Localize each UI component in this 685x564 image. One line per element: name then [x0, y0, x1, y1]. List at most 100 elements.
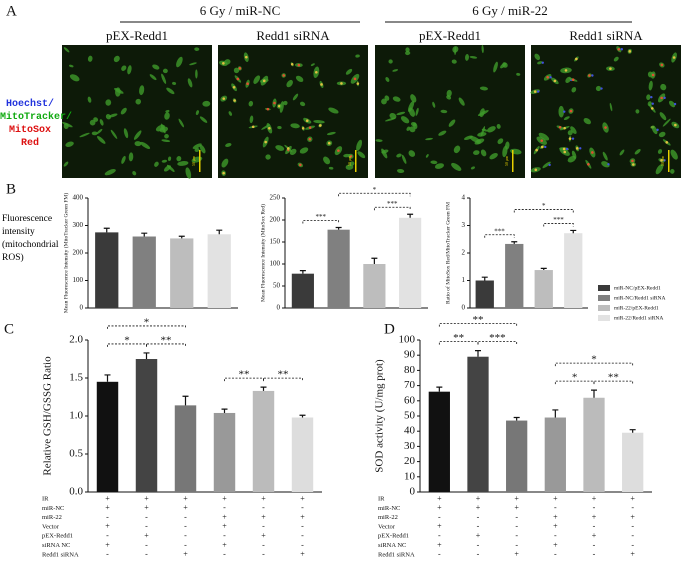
condition-mark: + [630, 494, 635, 503]
cell [670, 149, 678, 160]
cell [345, 68, 353, 75]
cell [68, 64, 74, 68]
cell [602, 151, 608, 161]
cell [87, 96, 92, 103]
cell [469, 56, 478, 59]
cell [194, 147, 200, 152]
cell [410, 94, 417, 103]
condition-mark: - [477, 522, 480, 531]
cell [328, 107, 339, 114]
cell [253, 75, 261, 84]
nucleus [251, 125, 255, 129]
panel-label: C [4, 321, 14, 337]
bar [544, 417, 566, 492]
nucleus [600, 87, 603, 90]
significance-bracket [263, 377, 303, 382]
legend-label: miR-NC/Redd1 siRNA [614, 295, 666, 301]
cell [542, 161, 551, 169]
condition-mark: + [183, 503, 188, 512]
cell [648, 80, 653, 91]
nucleus [540, 139, 544, 142]
y-tick-label: 0.5 [69, 448, 83, 460]
cell [396, 153, 402, 158]
micrograph [218, 45, 368, 178]
y-tick-label: 60 [404, 394, 416, 406]
nucleus [232, 85, 236, 89]
cell [228, 111, 232, 116]
cell [120, 107, 127, 115]
cell [134, 141, 142, 147]
condition-label: siRNA NC [378, 542, 406, 549]
nucleus [548, 163, 551, 167]
cell [96, 128, 103, 135]
cell [389, 112, 397, 120]
cell [176, 156, 182, 162]
cell [233, 67, 240, 74]
cell [571, 150, 577, 159]
cell [479, 86, 489, 91]
cell [286, 79, 293, 88]
cell [165, 109, 170, 113]
cell [502, 62, 508, 68]
nucleus [571, 137, 575, 140]
cell [571, 87, 577, 93]
cell [295, 75, 304, 83]
bar [475, 280, 494, 308]
scale-bar [355, 150, 357, 172]
cell [265, 154, 271, 160]
cell [133, 130, 142, 140]
nucleus [238, 67, 242, 70]
condition-mark: + [261, 512, 266, 521]
condition-mark: - [631, 540, 634, 549]
cell [385, 77, 390, 82]
y-tick-label: 80 [404, 364, 416, 376]
nucleus [246, 82, 249, 86]
condition-mark: - [438, 531, 441, 540]
cell [108, 113, 118, 118]
cell [651, 125, 658, 135]
cell [249, 115, 254, 124]
scale-bar [199, 150, 201, 172]
nucleus [549, 76, 552, 79]
cell [613, 56, 619, 62]
cell [164, 165, 172, 172]
condition-mark: + [476, 531, 481, 540]
nucleus [533, 90, 537, 93]
cell [202, 100, 211, 107]
condition-mark: + [222, 512, 227, 521]
cell [396, 111, 406, 116]
error-bar [570, 229, 577, 234]
nucleus [544, 145, 547, 149]
significance-label: ** [608, 372, 619, 384]
y-tick-label: 100 [399, 334, 416, 346]
y-tick-label: 90 [404, 349, 416, 361]
nucleus [591, 74, 594, 77]
error-bar [221, 408, 228, 413]
condition-label: siRNA NC [42, 542, 70, 549]
cell [261, 124, 270, 130]
cell [446, 89, 452, 97]
scale-bar-label: 50 μm [191, 155, 196, 166]
cell [161, 159, 168, 163]
nucleus [620, 48, 624, 51]
bar [428, 391, 450, 492]
cell [432, 101, 436, 108]
condition-label: Vector [378, 523, 396, 530]
cell [537, 61, 543, 65]
condition-mark: - [515, 531, 518, 540]
significance-bracket [338, 192, 411, 197]
cell [493, 61, 498, 73]
cell [105, 99, 112, 106]
cell [279, 101, 284, 113]
condition-mark: - [515, 512, 518, 521]
cell [154, 161, 159, 167]
condition-mark: + [105, 540, 110, 549]
bar [252, 390, 275, 492]
cell [619, 149, 625, 156]
nucleus [337, 149, 340, 152]
nucleus [568, 137, 572, 140]
stain-label: MitoSox Red [8, 125, 51, 149]
cell [62, 121, 73, 128]
cell [185, 167, 192, 179]
nucleus [222, 62, 225, 65]
